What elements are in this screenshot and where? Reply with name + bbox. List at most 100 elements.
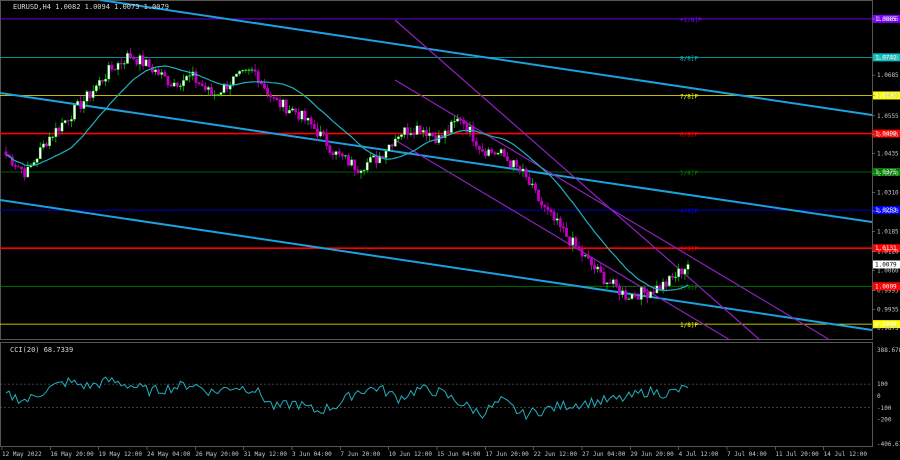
candle-body xyxy=(51,136,55,138)
candle-body xyxy=(104,78,108,82)
candle-body xyxy=(284,99,288,114)
candle-body xyxy=(387,144,391,152)
murrey-label: 8/8]P xyxy=(680,55,698,62)
candle-body xyxy=(26,166,30,178)
candle-body xyxy=(403,127,407,135)
candle-body xyxy=(518,165,522,172)
candle-body xyxy=(259,82,263,85)
price-tick-label: 1.0685 xyxy=(877,72,899,79)
candle-body xyxy=(493,152,497,155)
candle-body xyxy=(428,132,431,137)
candle-body xyxy=(328,145,332,153)
candle-body xyxy=(41,143,45,148)
candle-body xyxy=(512,160,516,168)
candle-body xyxy=(406,127,410,135)
candle-body xyxy=(141,55,145,67)
candle-body xyxy=(586,255,590,259)
candle-body xyxy=(110,64,114,70)
candle-body xyxy=(664,281,668,287)
candle-body xyxy=(583,255,587,257)
candle-body xyxy=(147,59,151,68)
candle-body xyxy=(639,287,643,300)
candle-body xyxy=(605,282,609,285)
candle-body xyxy=(674,276,677,278)
candle-body xyxy=(210,87,213,96)
current-price-tag xyxy=(873,282,900,291)
price-tick-label: 0.9995 xyxy=(877,288,899,295)
main-chart-frame xyxy=(0,0,873,340)
candle-body xyxy=(23,168,27,178)
candle-body xyxy=(13,165,17,167)
murrey-price-tag xyxy=(873,91,900,100)
time-tick-label: 4 Jul 12:00 xyxy=(679,451,719,458)
candle-body xyxy=(449,121,453,133)
candle-body xyxy=(269,94,273,98)
candle-body xyxy=(244,69,248,71)
price-tick-label: 0.9935 xyxy=(877,306,899,313)
candle-body xyxy=(126,53,129,64)
candle-body xyxy=(66,120,70,122)
murrey-label: 5/8]P xyxy=(680,170,698,177)
candle-body xyxy=(309,117,313,125)
candle-body xyxy=(484,151,487,156)
candle-body xyxy=(222,83,226,93)
candle-body xyxy=(400,134,403,137)
cci-indicator: 388.6784 100 0 -100 -200 -406.6750 xyxy=(0,347,900,448)
candle-body xyxy=(256,71,260,84)
time-tick-label: 15 Jun 04:00 xyxy=(437,451,481,458)
murrey-price-tag xyxy=(873,244,900,253)
candle-body xyxy=(38,147,42,160)
candle-body xyxy=(571,237,575,246)
candle-body xyxy=(368,157,372,163)
candle-body xyxy=(275,97,279,100)
time-tick-label: 16 May 20:00 xyxy=(50,451,94,458)
trend-line-middle xyxy=(0,92,873,223)
price-tick-label: 1.0185 xyxy=(877,228,899,235)
channel-line-lower xyxy=(394,139,731,341)
candle-body xyxy=(91,90,95,98)
candle-body xyxy=(378,155,382,164)
price-tick-label: 1.0310 xyxy=(877,189,899,196)
price-tick-label: 1.0495 xyxy=(877,132,899,139)
time-tick-label: 10 Jun 12:00 xyxy=(389,451,433,458)
time-tick-label: 27 Jun 04:00 xyxy=(582,451,626,458)
indicator-label: CCI(20) 68.7339 xyxy=(10,346,74,354)
candle-body xyxy=(119,63,123,65)
candle-body xyxy=(263,83,266,89)
candle-body xyxy=(396,136,400,140)
murrey-price-tag xyxy=(873,206,900,215)
murrey-price-value: 1.0375 xyxy=(875,169,897,176)
candle-body xyxy=(247,69,251,71)
time-tick-label: 7 Jul 04:00 xyxy=(727,451,767,458)
candle-body xyxy=(524,168,528,178)
candle-body xyxy=(154,69,157,73)
candle-body xyxy=(558,218,562,227)
candle-body xyxy=(590,258,593,266)
candle-body xyxy=(337,151,341,155)
murrey-price-tag xyxy=(873,320,900,329)
candle-body xyxy=(562,226,565,229)
candle-body xyxy=(132,56,136,60)
time-tick-label: 22 Jun 12:00 xyxy=(534,451,578,458)
candle-body xyxy=(646,292,649,298)
candle-body xyxy=(574,237,578,247)
symbol-info: EURUSD,H4 1.0082 1.0094 1.0073 1.0079 xyxy=(13,3,169,11)
candle-body xyxy=(197,82,201,85)
current-price-value: 1.0009 xyxy=(875,283,897,290)
candle-body xyxy=(677,268,681,278)
candle-body xyxy=(135,58,139,65)
candle-body xyxy=(213,94,217,96)
candle-body xyxy=(200,83,204,87)
price-tick-label: 1.0435 xyxy=(877,150,899,157)
candle-body xyxy=(175,82,179,87)
candle-body xyxy=(207,87,210,90)
murrey-price-tag xyxy=(873,129,900,138)
time-tick-label: 26 May 20:00 xyxy=(195,451,239,458)
candle-body xyxy=(540,200,544,206)
candle-body xyxy=(322,131,326,135)
candle-body xyxy=(73,104,76,120)
candle-body xyxy=(344,155,347,157)
candle-body xyxy=(331,152,335,155)
candle-body xyxy=(530,183,534,186)
